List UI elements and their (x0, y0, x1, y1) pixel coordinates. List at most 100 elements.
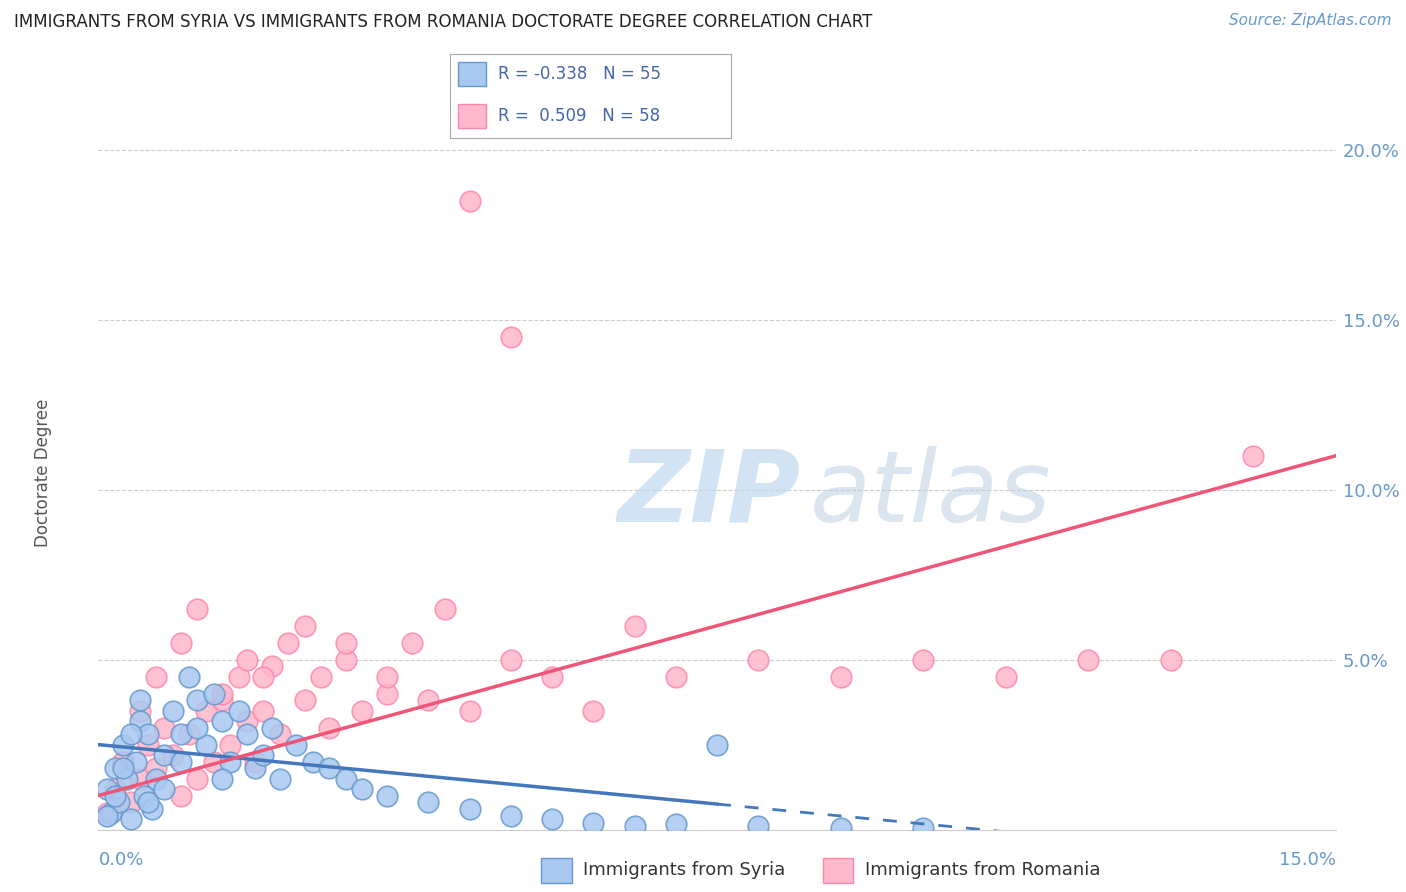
Point (186, 693, 208, 707)
Point (582, 704, 605, 718)
Point (236, 714, 259, 728)
Point (136, 727, 159, 741)
Point (375, 687, 398, 701)
Bar (458, 104, 486, 128)
Point (153, 721, 176, 735)
Point (830, 821, 852, 835)
Point (141, 802, 163, 816)
Point (252, 670, 274, 684)
Point (128, 693, 150, 707)
Point (194, 704, 217, 718)
Point (108, 796, 131, 810)
Point (294, 693, 316, 707)
Point (153, 747, 176, 762)
Point (211, 714, 233, 728)
Text: Immigrants from Romania: Immigrants from Romania (865, 861, 1099, 879)
Point (145, 761, 167, 775)
Point (170, 755, 193, 769)
Point (162, 747, 184, 762)
Point (458, 802, 481, 816)
Point (994, 670, 1017, 684)
Point (145, 670, 167, 684)
Point (912, 653, 935, 667)
Point (170, 789, 193, 803)
Point (186, 721, 208, 735)
Point (120, 796, 142, 810)
Point (145, 772, 167, 786)
Point (352, 704, 374, 718)
Point (582, 815, 605, 830)
Point (375, 789, 398, 803)
Text: Immigrants from Syria: Immigrants from Syria (583, 861, 786, 879)
Point (186, 601, 208, 615)
Point (375, 670, 398, 684)
Point (252, 704, 274, 718)
Text: atlas: atlas (810, 446, 1052, 542)
Point (128, 772, 150, 786)
Point (830, 670, 852, 684)
Point (132, 789, 155, 803)
Point (112, 755, 135, 769)
Point (194, 738, 217, 752)
Point (335, 635, 357, 649)
Point (153, 781, 176, 796)
Point (202, 687, 225, 701)
Point (100, 805, 122, 820)
Point (170, 727, 193, 741)
Point (294, 618, 316, 632)
Point (285, 738, 308, 752)
Point (228, 670, 250, 684)
Text: R =  0.509   N = 58: R = 0.509 N = 58 (498, 107, 659, 125)
Point (706, 738, 728, 752)
Point (252, 747, 274, 762)
Point (418, 693, 440, 707)
Point (541, 813, 564, 827)
Point (1241, 449, 1264, 463)
Point (418, 796, 440, 810)
Point (128, 714, 150, 728)
Point (309, 670, 332, 684)
Point (318, 761, 340, 775)
Point (120, 813, 142, 827)
Point (179, 727, 201, 741)
Point (202, 755, 225, 769)
Point (243, 761, 266, 775)
Text: 15.0%: 15.0% (1278, 851, 1336, 869)
Text: Doctorate Degree: Doctorate Degree (34, 399, 52, 547)
Text: R = -0.338   N = 55: R = -0.338 N = 55 (498, 65, 661, 83)
Point (623, 819, 645, 833)
Point (112, 738, 135, 752)
Point (211, 772, 233, 786)
Point (747, 819, 769, 833)
Point (912, 821, 935, 835)
Point (124, 755, 146, 769)
Point (665, 670, 688, 684)
Point (401, 635, 423, 649)
Point (128, 704, 150, 718)
Point (433, 601, 456, 615)
Point (104, 761, 127, 775)
Point (136, 796, 159, 810)
Point (269, 772, 291, 786)
Point (260, 659, 283, 673)
Text: IMMIGRANTS FROM SYRIA VS IMMIGRANTS FROM ROMANIA DOCTORATE DEGREE CORRELATION CH: IMMIGRANTS FROM SYRIA VS IMMIGRANTS FROM… (14, 13, 873, 31)
Point (136, 738, 159, 752)
Point (211, 693, 233, 707)
Point (1077, 653, 1099, 667)
Point (458, 704, 481, 718)
Bar (458, 62, 486, 86)
Point (162, 704, 184, 718)
Point (96, 805, 118, 820)
Point (96, 781, 118, 796)
Point (335, 772, 357, 786)
Point (186, 772, 208, 786)
Point (117, 772, 139, 786)
Point (499, 809, 522, 823)
Point (335, 653, 357, 667)
Point (243, 755, 266, 769)
Point (747, 653, 769, 667)
Point (96, 809, 118, 823)
Point (104, 789, 127, 803)
Point (211, 687, 233, 701)
Point (665, 817, 688, 831)
